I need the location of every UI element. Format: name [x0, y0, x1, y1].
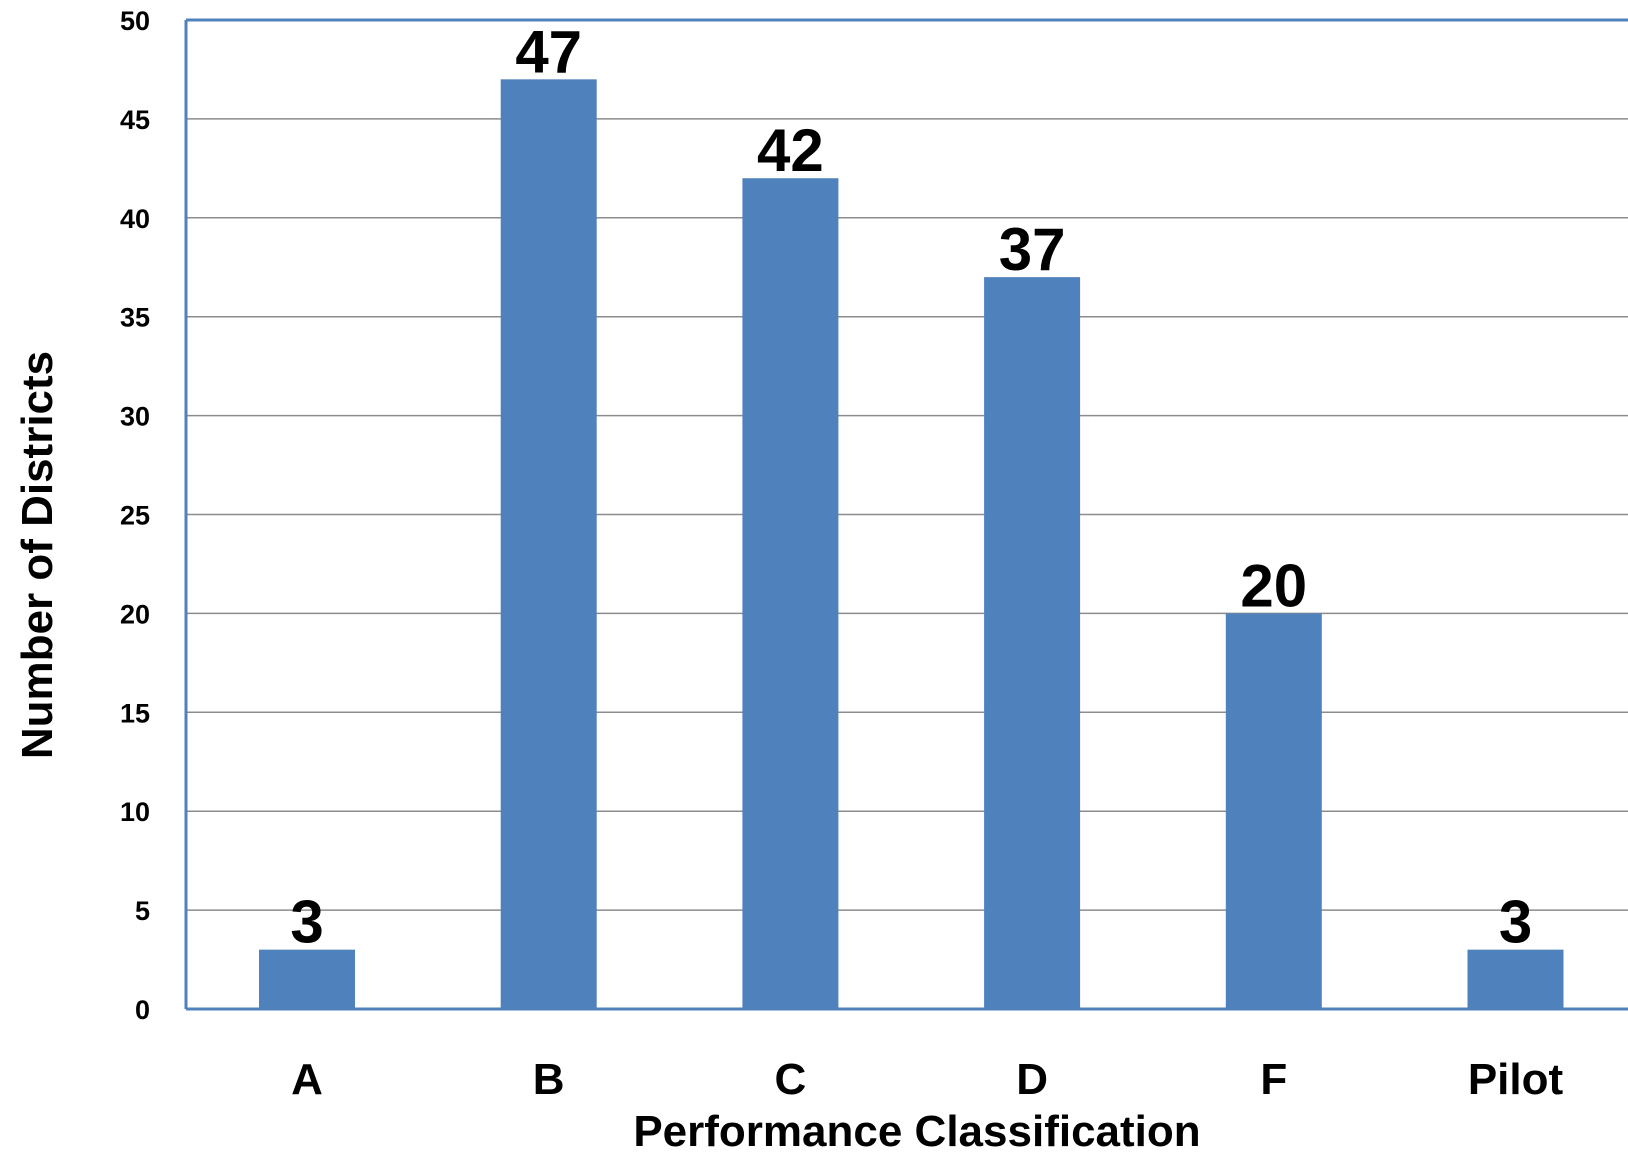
bar-d — [984, 277, 1081, 1009]
gridlines — [186, 19, 1628, 911]
data-label: 37 — [999, 216, 1066, 283]
data-label: 20 — [1240, 552, 1307, 619]
y-tick-label: 40 — [120, 204, 150, 234]
bar-b — [500, 79, 597, 1010]
y-tick-label: 30 — [120, 402, 150, 432]
axes — [184, 18, 1628, 1011]
y-tick-label: 0 — [135, 995, 150, 1025]
y-tick-label: 35 — [120, 303, 150, 333]
data-label: 3 — [1499, 889, 1532, 956]
bar-pilot — [1467, 949, 1564, 1009]
bar-a — [259, 949, 355, 1009]
x-tick-label: F — [1260, 1055, 1287, 1104]
y-tick-labels: 0 5 10 15 20 25 30 35 40 45 50 — [120, 6, 150, 1025]
x-tick-label: C — [775, 1055, 807, 1104]
x-tick-labels: A B C D F Pilot — [291, 1055, 1563, 1104]
y-tick-label: 45 — [120, 105, 150, 135]
bar-c — [742, 178, 839, 1010]
x-tick-label: A — [291, 1055, 323, 1104]
y-tick-label: 5 — [135, 896, 150, 926]
x-axis-title: Performance Classification — [633, 1107, 1200, 1155]
data-label: 42 — [757, 117, 824, 184]
x-tick-label: D — [1016, 1055, 1048, 1104]
y-tick-label: 15 — [120, 698, 150, 728]
y-tick-label: 20 — [120, 599, 150, 629]
y-axis-title: Number of Districts — [13, 351, 62, 759]
bars — [259, 79, 1564, 1010]
y-tick-label: 10 — [120, 797, 150, 827]
x-tick-label: B — [533, 1055, 565, 1104]
y-tick-label: 25 — [120, 501, 150, 531]
data-labels: 3 47 42 37 20 3 — [290, 18, 1532, 955]
x-tick-label: Pilot — [1468, 1055, 1564, 1104]
bar-f — [1225, 613, 1322, 1009]
y-tick-label: 50 — [120, 6, 150, 36]
data-label: 3 — [290, 889, 323, 956]
data-label: 47 — [515, 18, 582, 85]
